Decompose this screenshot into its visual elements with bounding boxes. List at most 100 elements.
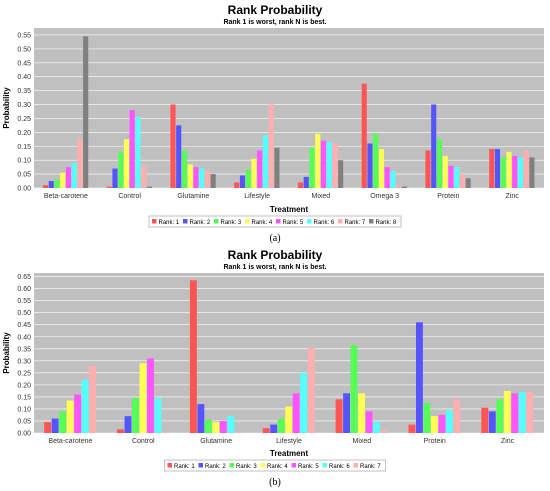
a-bar <box>529 157 535 188</box>
a-y-tick-label: 0.20 <box>17 130 31 137</box>
b-bar <box>204 419 212 433</box>
chart-a-y-axis-label: Probability <box>2 87 11 129</box>
a-legend-swatch <box>338 219 343 224</box>
b-bar <box>430 416 438 433</box>
a-bar <box>373 133 379 188</box>
b-bar <box>365 411 373 433</box>
chart-a: Rank Probability Rank 1 is worst, rank N… <box>2 3 544 244</box>
chart-b: Rank Probability Rank 1 is worst, rank N… <box>2 248 544 488</box>
a-legend-swatch <box>369 219 374 224</box>
b-y-tick-label: 0.15 <box>17 394 31 401</box>
a-bar <box>436 139 443 188</box>
chart-b-x-tick-labels: Beta-carotene Control Glutamine Lifestyle Mi… <box>48 438 514 445</box>
a-bar <box>431 104 437 188</box>
a-bar <box>199 168 205 188</box>
a-bar <box>361 83 367 188</box>
chart-a-bars <box>42 36 535 188</box>
chart-a-caption: (a) <box>269 233 280 244</box>
b-bar <box>234 431 242 433</box>
b-x-tick-label: Zinc <box>501 438 515 445</box>
b-legend-label: Rank: 6 <box>329 464 350 470</box>
b-bar <box>518 392 526 433</box>
b-bar <box>197 404 205 433</box>
a-x-tick-label: Zinc <box>506 193 520 200</box>
chart-a-title: Rank Probability <box>228 3 323 17</box>
a-bar <box>332 143 338 188</box>
b-bar <box>488 411 496 433</box>
chart-b-y-tick-labels: 0.00 0.05 0.10 0.15 0.20 0.25 0.30 0.35 0.40 0.45… <box>17 274 31 437</box>
a-y-tick-label: 0.25 <box>17 116 31 123</box>
a-y-tick-label: 0.40 <box>17 74 31 81</box>
a-bar <box>396 185 402 188</box>
a-legend-swatch <box>245 219 250 224</box>
a-bar <box>465 178 471 188</box>
a-bar <box>262 135 268 188</box>
b-bar <box>132 398 139 433</box>
b-bar <box>307 347 315 433</box>
a-y-tick-label: 0.05 <box>17 172 31 179</box>
b-legend-swatch <box>291 463 296 468</box>
b-bar <box>212 422 220 433</box>
chart-a-x-axis-label: Treatment <box>270 205 309 214</box>
b-bar <box>44 422 52 433</box>
chart-b-x-axis-label: Treatment <box>270 449 309 458</box>
a-bar <box>71 162 77 188</box>
b-bar <box>373 422 380 433</box>
b-bar <box>453 399 461 433</box>
a-bar <box>494 149 501 188</box>
b-y-tick-label: 0.55 <box>17 298 31 305</box>
a-bar <box>454 167 460 188</box>
a-legend-label: Rank: 1 <box>159 220 180 226</box>
b-bar <box>408 424 416 433</box>
chart-b-bars <box>44 280 534 433</box>
b-y-tick-label: 0.40 <box>17 334 31 341</box>
a-bar <box>251 158 257 188</box>
b-bar <box>343 393 351 433</box>
a-bar <box>239 175 246 188</box>
b-bar <box>415 322 423 433</box>
b-legend-swatch <box>198 463 203 468</box>
a-bar <box>146 186 152 188</box>
b-bar <box>277 418 285 433</box>
b-bar <box>74 394 82 433</box>
b-bar <box>162 431 169 433</box>
a-bar <box>48 181 54 188</box>
b-bar <box>380 430 388 433</box>
a-y-tick-label: 0.45 <box>17 60 31 67</box>
b-y-tick-label: 0.65 <box>17 274 31 281</box>
b-x-tick-label: Lifestyle <box>276 438 302 445</box>
b-x-tick-label: Control <box>132 438 155 445</box>
b-x-tick-label: Glutamine <box>200 438 232 445</box>
a-legend-box <box>148 215 402 228</box>
a-legend-label: Rank: 8 <box>376 220 397 226</box>
a-x-tick-label: Protein <box>437 193 459 200</box>
a-bar <box>118 151 124 188</box>
b-bar <box>526 392 534 433</box>
a-bar <box>459 174 465 188</box>
a-bar <box>123 139 130 188</box>
b-bar <box>423 402 431 433</box>
a-legend-swatch <box>214 219 219 224</box>
b-bar <box>262 428 270 433</box>
b-bar <box>227 416 235 433</box>
b-bar <box>270 424 278 433</box>
b-bar <box>51 418 59 433</box>
b-y-tick-label: 0.25 <box>17 370 31 377</box>
a-y-tick-label: 0.00 <box>17 186 31 193</box>
b-bar <box>481 407 489 433</box>
b-bar <box>445 410 453 433</box>
b-legend-box <box>164 459 386 472</box>
a-bar <box>378 149 385 188</box>
b-legend-label: Rank: 5 <box>298 464 319 470</box>
b-bar <box>59 411 67 433</box>
a-bar <box>326 142 332 188</box>
a-bar <box>187 164 193 188</box>
a-legend-swatch <box>183 219 188 224</box>
a-y-tick-label: 0.30 <box>17 102 31 109</box>
a-bar <box>274 147 280 188</box>
a-legend-label: Rank: 6 <box>314 220 335 226</box>
a-bar <box>297 182 304 188</box>
b-legend-swatch <box>353 463 358 468</box>
chart-b-subtitle: Rank 1 is worst, rank N is best. <box>223 264 326 271</box>
b-bar <box>89 365 97 433</box>
